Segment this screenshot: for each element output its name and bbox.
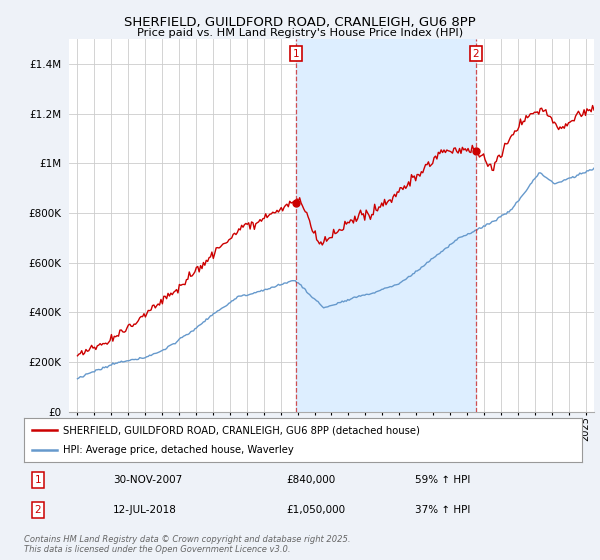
Text: Contains HM Land Registry data © Crown copyright and database right 2025.
This d: Contains HM Land Registry data © Crown c… xyxy=(24,535,350,554)
Text: 37% ↑ HPI: 37% ↑ HPI xyxy=(415,505,470,515)
Text: Price paid vs. HM Land Registry's House Price Index (HPI): Price paid vs. HM Land Registry's House … xyxy=(137,28,463,38)
Text: 2: 2 xyxy=(35,505,41,515)
Text: 30-NOV-2007: 30-NOV-2007 xyxy=(113,475,182,484)
Text: £1,050,000: £1,050,000 xyxy=(286,505,346,515)
Text: £840,000: £840,000 xyxy=(286,475,335,484)
Text: 2: 2 xyxy=(473,49,479,58)
Text: 12-JUL-2018: 12-JUL-2018 xyxy=(113,505,177,515)
Text: SHERFIELD, GUILDFORD ROAD, CRANLEIGH, GU6 8PP (detached house): SHERFIELD, GUILDFORD ROAD, CRANLEIGH, GU… xyxy=(63,425,420,435)
Text: HPI: Average price, detached house, Waverley: HPI: Average price, detached house, Wave… xyxy=(63,445,294,455)
Bar xyxy=(296,39,476,412)
Text: 1: 1 xyxy=(293,49,299,58)
Text: SHERFIELD, GUILDFORD ROAD, CRANLEIGH, GU6 8PP: SHERFIELD, GUILDFORD ROAD, CRANLEIGH, GU… xyxy=(124,16,476,29)
Text: 1: 1 xyxy=(35,475,41,484)
Text: 59% ↑ HPI: 59% ↑ HPI xyxy=(415,475,470,484)
